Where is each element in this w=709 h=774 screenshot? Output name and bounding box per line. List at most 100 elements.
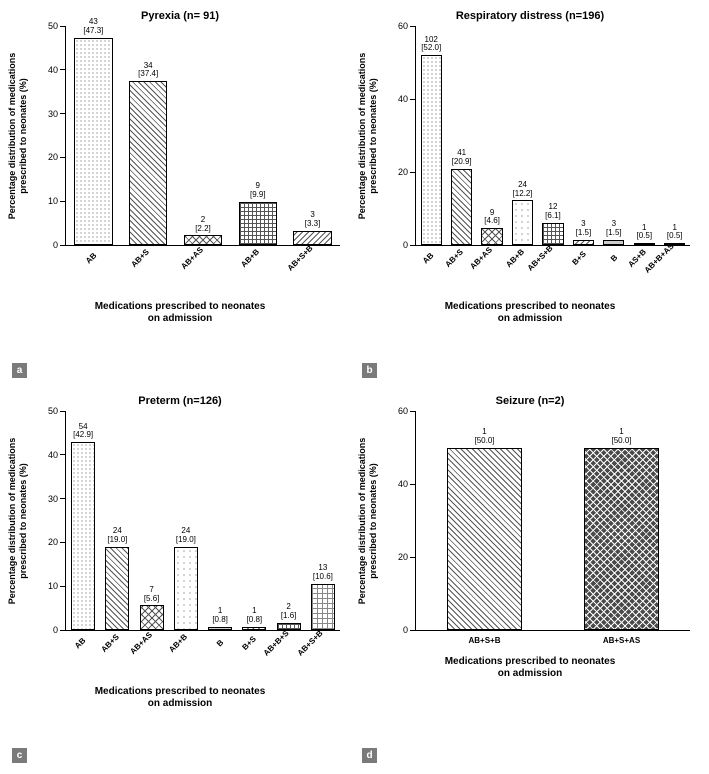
bar-value-label: 3[3.3] [305,211,321,229]
bar-value-label: 1[0.5] [667,224,683,242]
bar [573,240,594,245]
bar [542,223,563,245]
panel-label-c: c [12,748,27,763]
bar-slot: 1[50.0]AB+S+B [416,411,553,630]
panel-label-b: b [362,363,377,378]
y-tick-label: 20 [36,152,58,162]
bar [105,547,129,630]
panel-d: Seizure (n=2) Percentage distribution of… [360,395,700,765]
y-tick-label: 60 [386,21,408,31]
x-tick-label: AB+S+B [526,244,555,273]
y-tick [60,542,66,543]
x-tick-label: B+S [241,634,259,652]
y-tick [60,498,66,499]
y-tick [410,630,416,631]
y-tick [60,411,66,412]
bar-slot: 34[37.4]AB+S [121,26,176,245]
y-tick-label: 40 [36,450,58,460]
bar [584,448,659,631]
bar-slot: 1[0.8]B+S [237,411,271,630]
panel-a: Pyrexia (n= 91) Percentage distribution … [10,10,350,380]
bar-slot: 24[19.0]AB+S [100,411,134,630]
bar-value-label: 7[5.6] [144,586,160,604]
bar [242,627,266,631]
x-tick-label: AB+S+AS [553,636,690,645]
y-tick-label: 10 [36,581,58,591]
bar [634,243,655,245]
y-tick [410,245,416,246]
y-tick-label: 30 [36,494,58,504]
bar-slot: 102[52.0]AB [416,26,446,245]
bar-value-label: 24[19.0] [176,527,196,545]
x-tick-label: AB+S [130,247,152,269]
bar [603,240,624,245]
chart-area-d: Percentage distribution of medicationspr… [415,411,690,631]
bar-slot: 3[3.3]AB+S+B [285,26,340,245]
bar-value-label: 1[50.0] [611,428,631,446]
bar [140,605,164,630]
bar-slot: 24[12.2]AB+B [507,26,537,245]
bar [71,442,95,630]
bar [481,228,502,245]
bar-value-label: 24[19.0] [107,527,127,545]
bar-value-label: 1[50.0] [474,428,494,446]
bar-slot: 3[1.5]B [599,26,629,245]
bar [311,584,335,630]
bar [447,448,522,631]
bar-slot: 24[19.0]AB+B [169,411,203,630]
bar-slot: 13[10.6]AB+S+B [306,411,340,630]
bar-value-label: 24[12.2] [513,181,533,199]
bar-value-label: 102[52.0] [421,36,441,54]
panel-label-d: d [362,748,377,763]
bar-slot: 2[2.2]AB+AS [176,26,231,245]
bar-value-label: 1[0.8] [247,607,263,625]
bar-slot: 12[6.1]AB+S+B [538,26,568,245]
y-axis-label: Percentage distribution of medicationspr… [357,36,379,236]
bar [74,38,112,245]
chart-title: Preterm (n=126) [10,395,350,407]
x-tick-label: AB+S [443,247,465,269]
x-tick-label: AB [84,251,99,266]
bar-slot: 1[0.5]AS+B [629,26,659,245]
y-tick [60,26,66,27]
y-tick [60,69,66,70]
x-tick-label: AB+B [239,247,261,269]
x-tick-label: B [215,638,225,648]
chart-area-c: Percentage distribution of medicationspr… [65,411,340,631]
chart-title: Respiratory distress (n=196) [360,10,700,22]
x-tick-label: AB+S+B [416,636,553,645]
y-tick [60,113,66,114]
x-tick-label: AB+S+B [296,629,325,658]
y-tick-label: 30 [36,109,58,119]
chart-title: Seizure (n=2) [360,395,700,407]
y-tick-label: 10 [36,196,58,206]
x-tick-label: AB+B+S [261,629,290,658]
y-tick [410,172,416,173]
bar-slot: 43[47.3]AB [66,26,121,245]
y-tick-label: 60 [386,406,408,416]
bar [451,169,472,245]
bar-value-label: 12[6.1] [545,203,561,221]
y-tick-label: 50 [36,21,58,31]
bar [293,231,331,245]
bar [208,627,232,631]
y-tick-label: 20 [386,552,408,562]
y-tick-label: 20 [36,537,58,547]
y-tick [410,99,416,100]
y-tick [410,557,416,558]
bar-value-label: 9[4.6] [484,209,500,227]
x-tick-label: AB [421,251,436,266]
x-tick-label: B [609,253,619,263]
y-tick-label: 0 [386,240,408,250]
y-tick-label: 20 [386,167,408,177]
x-tick-label: AB+B+AS [642,242,675,275]
bar-value-label: 1[0.8] [212,607,228,625]
bar-value-label: 3[1.5] [606,220,622,238]
chart-area-a: Percentage distribution of medicationspr… [65,26,340,246]
bar-slot: 2[1.6]AB+B+S [272,411,306,630]
x-tick-label: B+S [570,249,588,267]
x-axis-label: Medications prescribed to neonateson adm… [10,301,350,325]
bar-value-label: 13[10.6] [313,564,333,582]
y-tick [410,411,416,412]
x-tick-label: AB+B [167,632,189,654]
